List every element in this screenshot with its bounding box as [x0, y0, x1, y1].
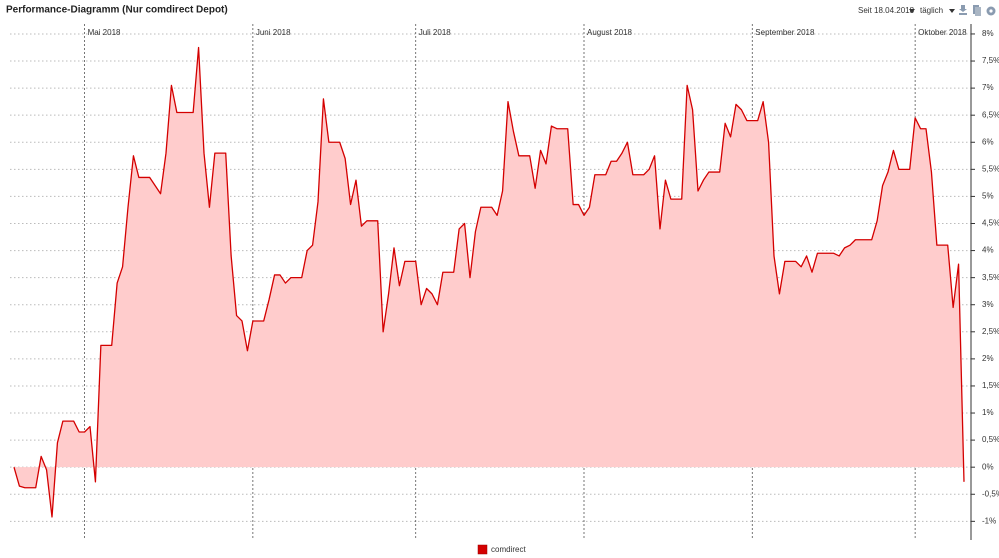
plot	[13, 46, 965, 518]
y-tick-label: 7,5%	[982, 56, 999, 65]
x-tick-label: Oktober 2018	[918, 28, 967, 37]
legend-label: comdirect	[491, 545, 526, 554]
y-tick-label: 7%	[982, 83, 994, 92]
line	[13, 46, 965, 518]
document-icon[interactable]	[973, 5, 981, 16]
x-tick-label: Mai 2018	[88, 28, 121, 37]
settings-icon[interactable]	[986, 6, 996, 16]
legend-swatch	[477, 544, 488, 555]
y-tick-label: 2%	[982, 354, 994, 363]
y-tick-label: -0,5%	[982, 489, 999, 498]
y-tick-label: 6%	[982, 137, 994, 146]
y-tick-label: 3,5%	[982, 273, 999, 282]
dropdown-arrow[interactable]	[949, 9, 955, 13]
chart-title: Performance-Diagramm (Nur comdirect Depo…	[6, 5, 228, 16]
y-tick-label: 2,5%	[982, 327, 999, 336]
download-icon[interactable]	[959, 5, 967, 15]
y-tick-label: 1%	[982, 408, 994, 417]
y-tick-label: -1%	[982, 516, 996, 525]
y-tick-label: 4%	[982, 246, 994, 255]
x-tick-label: Juli 2018	[419, 28, 452, 37]
y-tick-label: 0%	[982, 462, 994, 471]
y-tick-label: 5%	[982, 192, 994, 201]
y-tick-label: 3%	[982, 300, 994, 309]
y-tick-label: 4,5%	[982, 219, 999, 228]
dropdown-arrow[interactable]	[909, 9, 915, 13]
since-selector[interactable]: Seit 18.04.2018	[858, 6, 915, 15]
y-tick-label: 1,5%	[982, 381, 999, 390]
y-tick-label: 8%	[982, 29, 994, 38]
y-axis: -1% -0,5% 0% 0,5% 1% 1,5% 2% 2,5% 3% 3,5% 4% 4,5% 5%…	[970, 24, 999, 540]
x-tick-label: September 2018	[755, 28, 815, 37]
interval-selector[interactable]: täglich	[920, 6, 943, 15]
area-fill	[14, 47, 964, 517]
y-tick-label: 5,5%	[982, 164, 999, 173]
y-tick-label: 0,5%	[982, 435, 999, 444]
y-tick-label: 6,5%	[982, 110, 999, 119]
x-tick-label: Juni 2018	[256, 28, 291, 37]
x-tick-label: August 2018	[587, 28, 632, 37]
